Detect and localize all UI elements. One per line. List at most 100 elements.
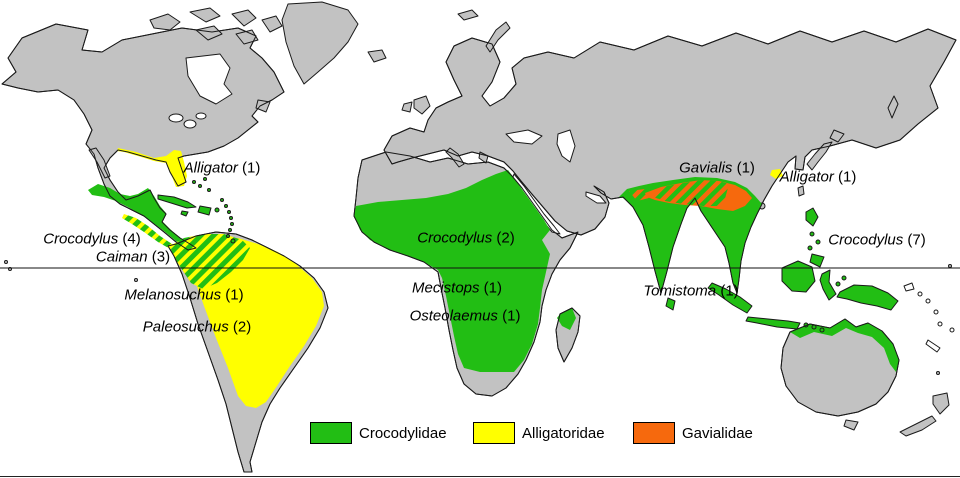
inner-seas <box>168 53 607 235</box>
species-count: (4) <box>118 230 141 248</box>
range-overlap-gavialis-crocodylidae <box>653 180 729 206</box>
region-ireland <box>401 101 413 113</box>
region-new-zealand <box>899 392 950 437</box>
genus-name: Melanosuchus <box>124 286 222 304</box>
range-crocodylidae-africa <box>354 170 550 372</box>
moluccas-dot <box>841 275 847 281</box>
range-overlays <box>88 148 899 408</box>
region-new-caledonia <box>925 339 941 353</box>
genus-name: Mecistops <box>411 279 480 297</box>
genus-name: Caiman <box>95 248 148 266</box>
genus-name: Gavialis <box>679 159 733 177</box>
philippines-dot <box>807 245 813 251</box>
region-north-america <box>1 23 285 251</box>
region-galapagos <box>134 278 138 282</box>
great-lake <box>195 112 207 120</box>
species-count: (7) <box>903 231 926 249</box>
range-overlap-central-america <box>122 214 194 254</box>
region-jamaica <box>180 210 189 217</box>
arctic-islands <box>149 7 283 45</box>
region-svalbard <box>457 9 479 21</box>
range-alligatoridae-south-america <box>186 238 324 408</box>
legend-item: Crocodylidae <box>310 421 447 445</box>
legend-color-swatch <box>473 422 515 444</box>
species-count: (3) <box>147 248 171 266</box>
species-count: (2) <box>228 318 252 336</box>
persian-gulf <box>585 191 607 204</box>
lesser-antilles-dots <box>220 198 236 244</box>
region-novaya-zemlya <box>485 21 511 53</box>
region-philippines-luzon <box>805 207 819 227</box>
species-count: (1) <box>497 307 521 325</box>
species-count: (1) <box>221 286 244 304</box>
genus-name: Crocodylus <box>43 230 119 248</box>
legend-family-label: Crocodylidae <box>359 424 447 442</box>
genus-range-label: Mecistops (1) <box>412 280 502 297</box>
coastlines <box>1 23 957 473</box>
region-borneo <box>781 260 816 293</box>
philippines-dot <box>809 231 815 237</box>
range-crocodylidae-australia <box>790 319 899 372</box>
range-alligator-usa <box>117 148 187 187</box>
region-sri-lanka <box>665 297 676 311</box>
region-greenland <box>281 1 359 85</box>
genus-range-label: Alligator (1) <box>184 160 261 177</box>
genus-name: Osteolaemus <box>409 307 498 325</box>
great-lake <box>168 113 184 123</box>
region-sumatra <box>707 282 753 314</box>
species-count: (1) <box>833 168 857 186</box>
genus-range-label: Crocodylus (2) <box>417 230 515 247</box>
genus-range-label: Caiman (3) <box>96 249 170 266</box>
legend: Crocodylidae Alligatoridae Gavialidae <box>0 421 960 447</box>
range-overlap-gavialis-west <box>629 189 649 201</box>
crocodylidae-islands <box>157 177 899 333</box>
small-island-dot <box>4 260 8 264</box>
moluccas-dot <box>835 281 841 287</box>
region-java <box>745 316 801 330</box>
species-count: (1) <box>237 159 261 177</box>
region-puerto-rico <box>214 207 220 213</box>
great-lake <box>183 119 197 129</box>
legend-item: Alligatoridae <box>473 421 605 445</box>
genus-name: Paleosuchus <box>142 318 229 336</box>
genus-range-label: Tomistoma (1) <box>643 283 738 300</box>
genus-name: Alligator <box>183 159 238 177</box>
bottom-border <box>0 476 960 477</box>
legend-item: Gavialidae <box>633 421 753 445</box>
region-mindanao <box>809 253 825 268</box>
region-japan <box>806 129 845 171</box>
legend-family-label: Alligatoridae <box>522 424 605 442</box>
hudson-bay <box>185 53 233 105</box>
species-count: (1) <box>716 282 739 300</box>
bahamas-dots <box>192 177 211 192</box>
genus-range-label: Osteolaemus (1) <box>410 308 521 325</box>
genus-name: Tomistoma <box>643 282 717 300</box>
black-sea <box>505 129 543 145</box>
lesser-sunda-dot <box>811 324 817 330</box>
region-cuba <box>157 194 197 209</box>
range-alligator-china <box>770 169 783 179</box>
region-tasmania <box>843 419 859 431</box>
genus-name: Crocodylus <box>828 231 904 249</box>
region-new-guinea <box>836 284 899 311</box>
region-sulawesi <box>819 269 837 301</box>
legend-family-label: Gavialidae <box>682 424 753 442</box>
region-sakhalin <box>887 95 899 119</box>
region-iceland <box>367 49 387 63</box>
range-overlap-south-america <box>170 234 250 289</box>
legend-color-swatch <box>310 422 352 444</box>
genus-name: Alligator <box>779 168 834 186</box>
genus-range-label: Melanosuchus (1) <box>124 287 243 304</box>
outlined-pacific-islands <box>903 282 955 353</box>
caspian-sea <box>556 129 576 163</box>
region-fiji <box>949 327 955 333</box>
region-britain <box>413 95 431 115</box>
genus-range-label: Gavialis (1) <box>679 160 755 177</box>
genus-range-label: Crocodylus (4) <box>43 231 141 248</box>
legend-color-swatch <box>633 422 675 444</box>
species-count: (1) <box>479 279 503 297</box>
genus-name: Crocodylus <box>417 229 493 247</box>
region-hispaniola <box>197 205 212 216</box>
